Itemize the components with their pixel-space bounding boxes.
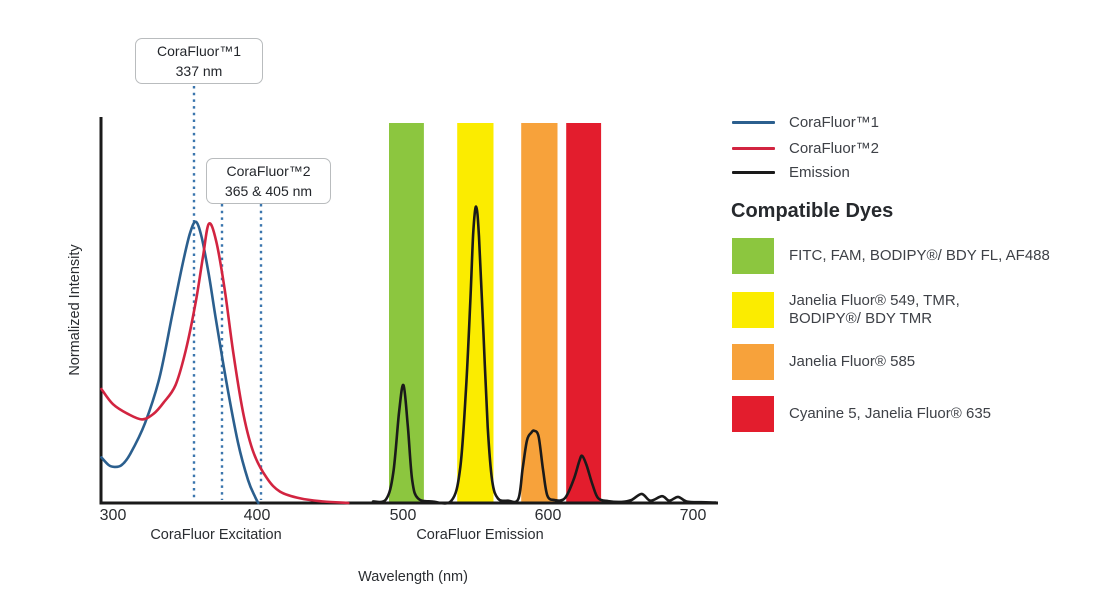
x-tick-600: 600	[534, 507, 562, 524]
legend-label: CoraFluor™1	[789, 113, 880, 131]
filter-band-red	[566, 123, 602, 503]
filter-bands	[389, 123, 602, 503]
annotation-corafluor2: CoraFluor™2 365 & 405 nm	[206, 158, 331, 204]
x-tick-300: 300	[99, 507, 127, 524]
corafluor2-line-swatch	[732, 146, 775, 150]
annotation-corafluor2-title: CoraFluor™2	[226, 163, 311, 179]
dye-row-red: Cyanine 5, Janelia Fluor® 635	[732, 395, 991, 432]
annotation-corafluor1-value: 337 nm	[175, 63, 223, 79]
annotation-dashed-lines	[192, 86, 263, 500]
filter-band-green	[389, 123, 424, 503]
red-swatch	[732, 395, 774, 432]
spectra-plot	[99, 86, 718, 505]
x-tick-700: 700	[679, 507, 707, 524]
legend-item-corafluor2: CoraFluor™2	[732, 139, 879, 157]
dye-label: Janelia Fluor® 585	[789, 352, 916, 370]
annotation-corafluor1: CoraFluor™1 337 nm	[135, 38, 263, 84]
x-tick-500: 500	[389, 507, 417, 524]
y-axis-label: Normalized Intensity	[67, 244, 83, 376]
x-axis-label: Wavelength (nm)	[358, 569, 468, 585]
excitation-section-label: CoraFluor Excitation	[150, 527, 282, 543]
legend-label: CoraFluor™2	[789, 139, 880, 157]
dye-row-green: FITC, FAM, BODIPY®/ BDY FL, AF488	[732, 238, 1050, 274]
compatible-dyes-heading: Compatible Dyes	[731, 200, 894, 222]
emission-line-swatch	[732, 170, 775, 174]
x-tick-400: 400	[243, 507, 271, 524]
dye-row-yellow: Janelia Fluor® 549, TMR, BODIPY®/ BDY TM…	[732, 291, 960, 328]
series-excitation-corafluor1	[100, 220, 260, 505]
dye-label: Cyanine 5, Janelia Fluor® 635	[789, 404, 992, 422]
legend-label: Emission	[789, 163, 850, 181]
orange-swatch	[732, 343, 774, 380]
dye-row-orange: Janelia Fluor® 585	[732, 343, 915, 380]
spectra-curves	[100, 205, 718, 505]
dye-label: FITC, FAM, BODIPY®/ BDY FL, AF488	[789, 247, 1050, 264]
dye-label: Janelia Fluor® 549, TMR, BODIPY®/ BDY TM…	[789, 291, 960, 327]
legend-item-emission: Emission	[732, 163, 850, 181]
annotation-corafluor2-value: 365 & 405 nm	[224, 183, 313, 199]
legend-item-corafluor1: CoraFluor™1	[732, 113, 879, 131]
series-excitation-corafluor2	[100, 221, 350, 505]
corafluor1-line-swatch	[732, 120, 775, 124]
green-swatch	[732, 238, 774, 274]
annotation-corafluor1-title: CoraFluor™1	[156, 43, 242, 59]
series-emission-emission	[371, 205, 718, 505]
emission-section-label: CoraFluor Emission	[416, 527, 544, 543]
yellow-swatch	[732, 291, 774, 328]
